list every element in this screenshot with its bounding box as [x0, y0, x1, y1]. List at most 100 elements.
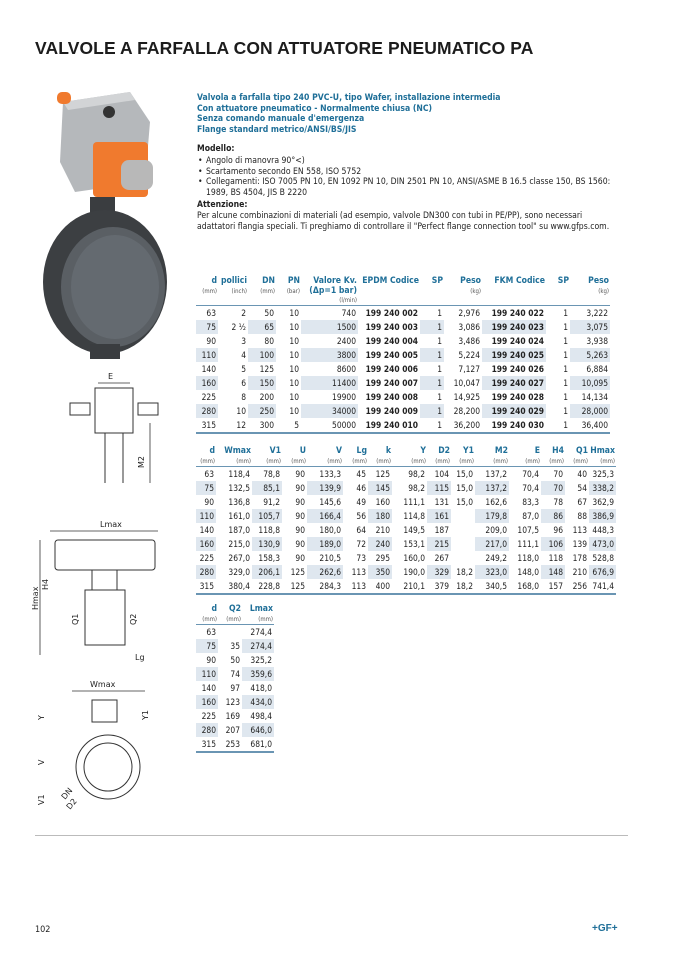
table-cell: 105,7: [252, 508, 282, 523]
header-unit: [547, 287, 569, 296]
table-cell: 118: [548, 552, 563, 563]
table-cell: 96: [553, 524, 563, 535]
table-cell: 418,0: [250, 682, 272, 693]
header-row: d (mm) pollici (inch) DN (mm) PN (bar) Valore Kv…: [196, 276, 610, 306]
table-row: 90 3 80 10 2400 199 240 004 1 3,486 199 240 024 1…: [196, 334, 610, 348]
table-row: 90 50 325,2: [196, 653, 274, 667]
table-row: 63 118,4 78,8 90 133,3 45 125 98,2 104 15,0 137,2 7…: [196, 466, 616, 481]
column-header: Wmax (mm): [216, 446, 252, 466]
svg-text:V1: V1: [37, 794, 46, 805]
table-cell: 70: [553, 468, 563, 479]
table-cell: 199 240 030: [491, 420, 544, 430]
table-cell: 5: [294, 420, 299, 430]
table-cell: 70,4: [522, 468, 539, 479]
table-cell: 1: [437, 420, 442, 430]
table-row: 280 207 646,0: [196, 722, 274, 737]
column-header: V (mm): [307, 446, 343, 466]
page-number: 102: [35, 925, 51, 935]
column-header: Lg (mm): [343, 446, 368, 466]
table-cell: 1: [563, 308, 568, 318]
table-cell: 225: [199, 552, 214, 563]
table-cell: 160: [196, 694, 218, 709]
header-unit: (mm): [549, 457, 564, 465]
table-cell: 90: [295, 524, 305, 535]
table-cell: 83,3: [522, 496, 539, 507]
footer-divider: [35, 835, 628, 836]
table-cell: 78: [553, 496, 563, 507]
table-cell: 10: [289, 322, 299, 332]
column-header: D2 (mm): [427, 446, 451, 466]
table-cell: 5,263: [570, 348, 610, 362]
table-row: 75 35 274,4: [196, 638, 274, 653]
table-cell: 740: [341, 308, 356, 318]
table-cell: 10: [289, 392, 299, 402]
table-cell: 162,6: [485, 496, 507, 507]
product-photo: [43, 92, 167, 359]
table-cell: 741,4: [592, 580, 614, 591]
table-cell: 10,047: [453, 378, 480, 388]
table-row: 280 10 250 10 34000 199 240 009 1 28,200 199 240…: [196, 404, 610, 418]
table-cell: 148: [541, 564, 565, 579]
table-cell: 215,0: [228, 538, 250, 549]
header-label: SP: [431, 276, 443, 286]
table-cell: 161,0: [228, 510, 250, 521]
table-cell: 315: [199, 580, 214, 591]
table-cell: 3,075: [570, 320, 610, 334]
table-cell: 681,0: [250, 738, 272, 749]
table-cell: 240: [368, 536, 392, 551]
table-cell: 65: [248, 320, 276, 334]
table-cell: 139,9: [307, 480, 343, 495]
desc-line: Flange standard metrico/ANSI/BS/JIS: [197, 124, 357, 135]
table-cell: 36,200: [453, 420, 480, 430]
drawing-front-view: E M2: [69, 372, 159, 483]
table-cell: 137,2: [485, 468, 507, 479]
table-cell: 284,3: [319, 580, 341, 591]
header-label: Y1: [463, 446, 474, 456]
table-cell: 115: [427, 480, 451, 495]
table-cell: 3,086: [458, 322, 480, 332]
table-cell: 253: [225, 738, 240, 749]
table-cell: 139: [572, 538, 587, 549]
header-unit: (mm): [411, 457, 426, 465]
table-cell: 448,3: [592, 524, 614, 535]
table-cell: 1: [420, 376, 444, 390]
table-cell: 106: [541, 536, 565, 551]
table-cell: 210,1: [403, 580, 425, 591]
table-cell: 1500: [301, 320, 358, 334]
table-cell: 187,0: [228, 524, 250, 535]
table-cell: 160: [375, 496, 390, 507]
table-cell: 676,9: [589, 564, 616, 579]
table-cell: 210,5: [319, 552, 341, 563]
header-label: d: [211, 604, 217, 614]
table-cell: 646,0: [242, 722, 274, 737]
table-cell: 90: [295, 538, 305, 549]
table-cell: 210: [572, 566, 587, 577]
table-cell: 7,127: [458, 364, 480, 374]
table-cell: 10: [236, 406, 246, 416]
table-cell: 98,2: [408, 482, 425, 493]
table-cell: 70: [541, 480, 565, 495]
table-cell: 315: [201, 420, 216, 430]
column-header: U (mm): [282, 446, 307, 466]
header-label: d: [209, 446, 215, 456]
column-header: Peso (kg): [570, 276, 610, 306]
table-cell: 225: [201, 710, 216, 721]
table-cell: 130,9: [252, 536, 282, 551]
header-unit: (mm): [459, 457, 474, 465]
table-cell: 75: [196, 320, 218, 334]
column-header: SP: [546, 276, 570, 306]
table-cell: 400: [375, 580, 390, 591]
table-cell: 107,5: [517, 524, 539, 535]
product-description: Valvola a farfalla tipo 240 PVC-U, tipo …: [197, 93, 617, 232]
table-cell: 178: [572, 552, 587, 563]
header-label: Y: [420, 446, 426, 456]
table-row: 63 274,4: [196, 624, 274, 639]
table-cell: 111,1: [403, 496, 425, 507]
table-cell: 180: [368, 508, 392, 523]
header-label: M2: [494, 446, 508, 456]
model-list: Angolo di manovra 90°<) Scartamento seco…: [197, 156, 617, 198]
table-row: 315 380,4 228,8 125 284,3 113 400 210,1 379 18,2 3…: [196, 579, 616, 594]
table-cell: 199 240 028: [491, 392, 544, 402]
column-header: d (mm): [196, 604, 218, 624]
table-cell: 28,000: [570, 404, 610, 418]
